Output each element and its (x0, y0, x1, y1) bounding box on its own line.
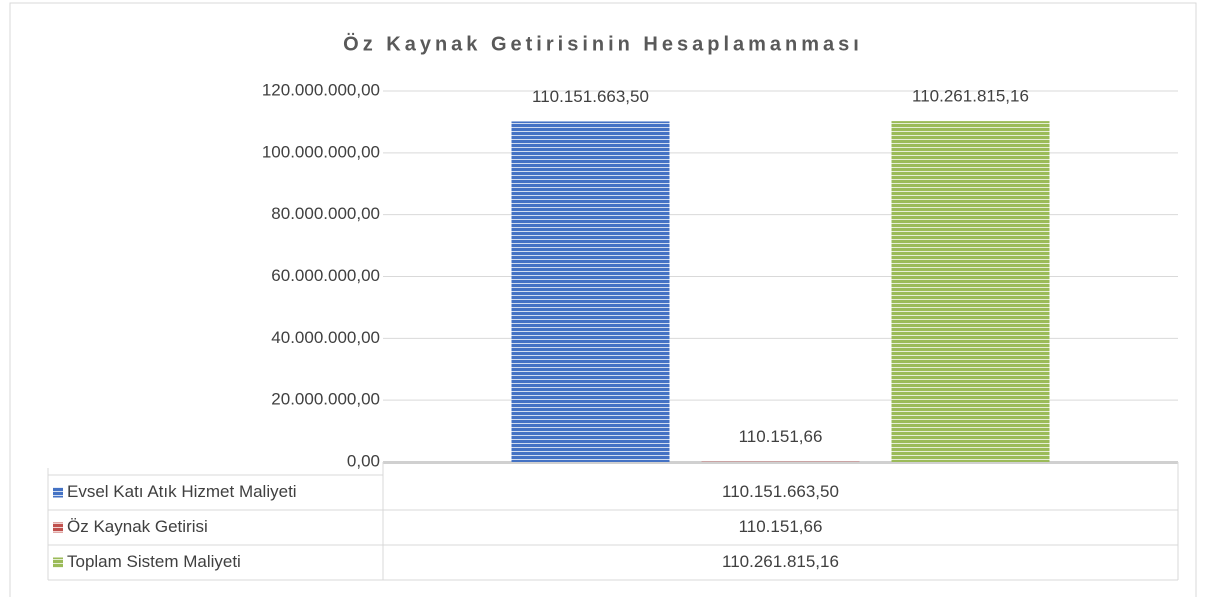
data-label: 110.151.663,50 (532, 87, 649, 106)
legend-key (53, 557, 63, 568)
legend-label: Toplam Sistem Maliyeti (67, 552, 241, 571)
y-tick-label: 0,00 (347, 451, 380, 470)
table-value: 110.151.663,50 (722, 482, 839, 501)
chart-title: Öz Kaynak Getirisinin Hesaplamanması (343, 32, 863, 55)
y-tick-label: 100.000.000,00 (262, 142, 380, 161)
legend-label: Öz Kaynak Getirisi (67, 517, 208, 536)
y-tick-label: 80.000.000,00 (271, 204, 380, 223)
legend-key (53, 487, 63, 498)
bar (891, 121, 1050, 462)
y-tick-label: 40.000.000,00 (271, 328, 380, 347)
data-label: 110.261.815,16 (912, 87, 1029, 106)
data-label: 110.151,66 (739, 427, 823, 446)
y-tick-label: 20.000.000,00 (271, 390, 380, 409)
chart-frame (9, 2, 1197, 597)
bar (511, 121, 670, 462)
legend-key (53, 522, 63, 533)
x-axis (383, 461, 1178, 464)
legend-label: Evsel Katı Atık Hizmet Maliyeti (67, 482, 297, 501)
y-tick-label: 120.000.000,00 (262, 80, 380, 99)
y-tick-label: 60.000.000,00 (271, 266, 380, 285)
table-value: 110.151,66 (739, 517, 823, 536)
table-value: 110.261.815,16 (722, 552, 839, 571)
